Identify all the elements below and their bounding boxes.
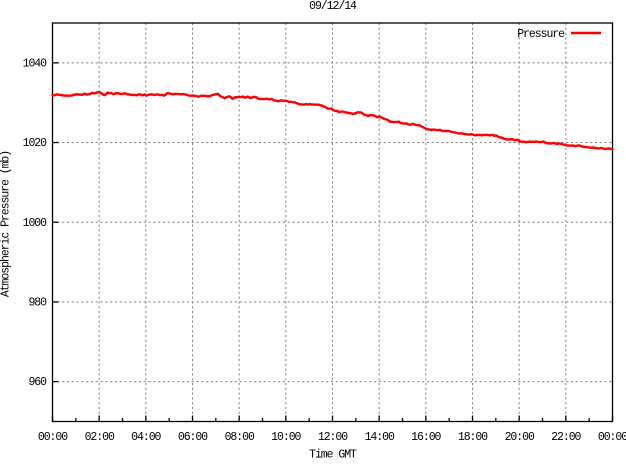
svg-text:14:00: 14:00 <box>365 431 395 444</box>
svg-text:Pressure: Pressure <box>517 28 565 41</box>
svg-text:06:00: 06:00 <box>178 431 208 444</box>
svg-text:08:00: 08:00 <box>225 431 255 444</box>
svg-text:04:00: 04:00 <box>131 431 161 444</box>
svg-text:12:00: 12:00 <box>318 431 348 444</box>
svg-text:Time GMT: Time GMT <box>309 449 357 460</box>
svg-text:18:00: 18:00 <box>458 431 488 444</box>
svg-text:00:00: 00:00 <box>598 431 626 444</box>
svg-text:Atmospheric Pressure (mb): Atmospheric Pressure (mb) <box>0 151 13 297</box>
svg-text:00:00: 00:00 <box>38 431 68 444</box>
svg-text:960: 960 <box>28 376 47 389</box>
svg-text:09/12/14: 09/12/14 <box>309 0 357 13</box>
svg-text:20:00: 20:00 <box>505 431 535 444</box>
svg-text:02:00: 02:00 <box>85 431 115 444</box>
svg-text:1020: 1020 <box>23 137 48 150</box>
svg-text:22:00: 22:00 <box>551 431 581 444</box>
svg-text:1040: 1040 <box>23 57 48 70</box>
svg-text:16:00: 16:00 <box>411 431 441 444</box>
svg-text:980: 980 <box>28 296 47 309</box>
svg-text:10:00: 10:00 <box>271 431 301 444</box>
svg-text:1000: 1000 <box>23 217 48 230</box>
